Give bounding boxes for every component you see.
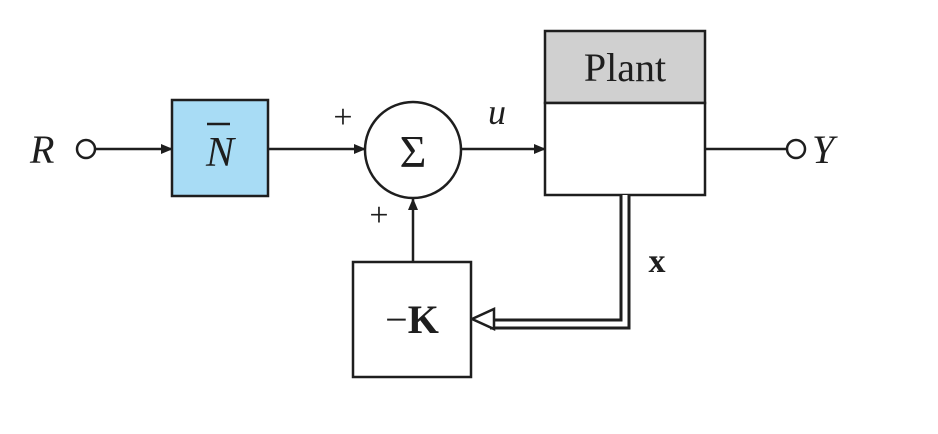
output-label: Y [812,127,838,172]
input-terminal [75,138,97,160]
summer-sign-bottom: + [369,197,388,234]
plant-label: Plant [584,45,666,90]
feedback-gain-label: −K [385,297,439,342]
output-terminal [785,138,807,160]
feedback-gain-block: −K [351,260,473,379]
state-path-arrowhead [468,307,496,331]
state-vector-path [468,195,631,331]
state-vector-label: x [649,243,666,280]
control-signal-label: u [488,92,506,132]
plant-header [543,29,707,105]
summer-sign-top: + [333,99,352,136]
state-path-inner [490,195,628,327]
feedback-box [351,260,473,379]
plant-block: Plant [543,29,707,197]
feedback-minus-sign: − [385,297,408,342]
prefilter-block: N [170,98,270,198]
state-path-outer [490,195,631,330]
prefilter-symbol: N [205,130,236,176]
feedback-gain-symbol: K [408,297,439,342]
plant-body [543,101,707,197]
summer-symbol: Σ [400,126,427,177]
reference-input-label: R [29,127,54,172]
summing-junction: Σ [363,100,463,200]
